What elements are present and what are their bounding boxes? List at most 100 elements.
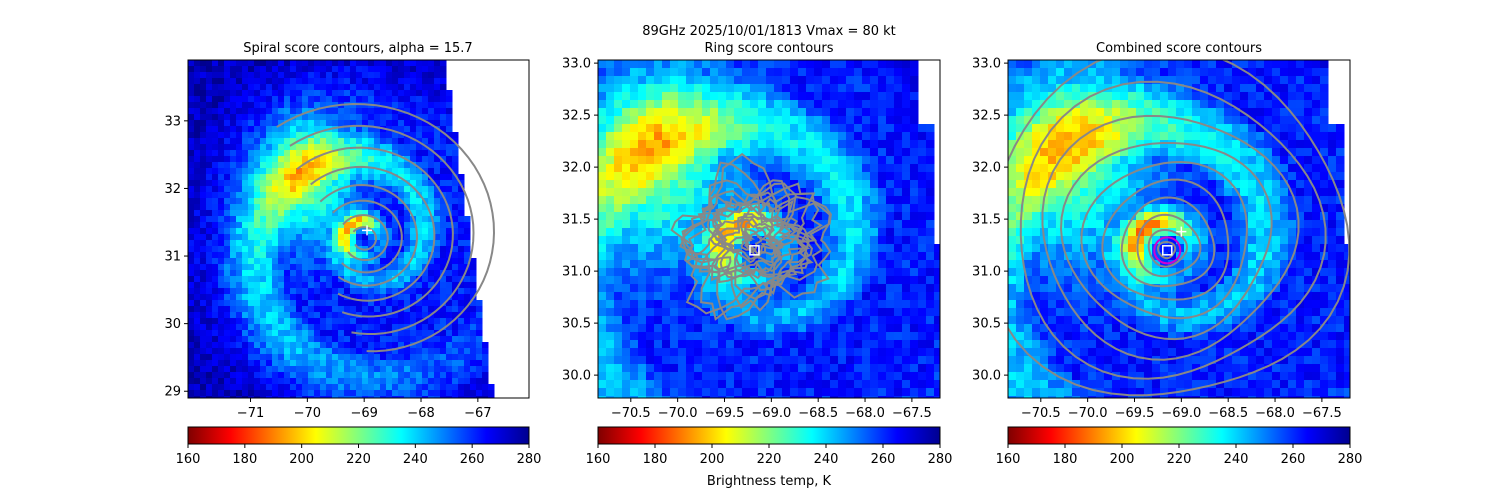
- pixel: [308, 384, 315, 391]
- pixel: [1032, 220, 1041, 229]
- pixel: [910, 284, 919, 293]
- pixel: [918, 180, 927, 189]
- pixel: [830, 196, 839, 205]
- pixel: [1024, 268, 1033, 277]
- pixel: [194, 228, 201, 235]
- pixel: [230, 102, 237, 109]
- pixel: [296, 162, 303, 169]
- pixel: [386, 108, 393, 115]
- pixel: [206, 252, 213, 259]
- pixel: [236, 72, 243, 79]
- pixel: [206, 330, 213, 337]
- pixel: [910, 148, 919, 157]
- pixel: [422, 246, 429, 253]
- pixel: [284, 390, 291, 397]
- pixel: [774, 148, 783, 157]
- pixel: [638, 324, 647, 333]
- pixel: [254, 192, 261, 199]
- pixel: [710, 108, 719, 117]
- pixel: [260, 156, 267, 163]
- pixel: [846, 60, 855, 69]
- pixel: [902, 252, 911, 261]
- pixel: [302, 156, 309, 163]
- pixel: [894, 292, 903, 301]
- pixel: [452, 270, 459, 277]
- pixel: [886, 92, 895, 101]
- pixel: [926, 324, 935, 333]
- pixel: [344, 318, 351, 325]
- pixel: [422, 318, 429, 325]
- pixel: [380, 96, 387, 103]
- pixel: [606, 300, 615, 309]
- pixel: [206, 210, 213, 217]
- pixel: [350, 126, 357, 133]
- pixel: [1064, 340, 1073, 349]
- pixel: [296, 144, 303, 151]
- pixel: [236, 246, 243, 253]
- pixel: [236, 264, 243, 271]
- pixel: [344, 246, 351, 253]
- pixel: [726, 108, 735, 117]
- pixel: [694, 268, 703, 277]
- pixel: [338, 258, 345, 265]
- pixel: [188, 378, 195, 385]
- pixel: [404, 96, 411, 103]
- pixel: [314, 378, 321, 385]
- pixel: [918, 380, 927, 389]
- pixel: [272, 372, 279, 379]
- pixel: [726, 324, 735, 333]
- pixel: [458, 300, 465, 307]
- pixel: [670, 340, 679, 349]
- pixel: [766, 220, 775, 229]
- pixel: [434, 360, 441, 367]
- pixel: [248, 360, 255, 367]
- pixel: [260, 60, 267, 67]
- pixel: [918, 276, 927, 285]
- pixel: [734, 332, 743, 341]
- pixel: [662, 108, 671, 117]
- pixel: [200, 114, 207, 121]
- pixel: [278, 204, 285, 211]
- pixel: [386, 162, 393, 169]
- pixel: [362, 396, 369, 398]
- pixel: [206, 66, 213, 73]
- pixel: [452, 336, 459, 343]
- pixel: [200, 306, 207, 313]
- pixel: [422, 60, 429, 67]
- pixel: [734, 316, 743, 325]
- pixel: [434, 294, 441, 301]
- pixel: [446, 126, 453, 133]
- pixel: [212, 258, 219, 265]
- pixel: [338, 96, 345, 103]
- pixel: [260, 234, 267, 241]
- pixel: [320, 324, 327, 331]
- pixel: [1072, 68, 1081, 77]
- pixel: [670, 332, 679, 341]
- pixel: [452, 390, 459, 397]
- pixel: [870, 204, 879, 213]
- pixel: [332, 96, 339, 103]
- pixel: [742, 76, 751, 85]
- pixel: [434, 198, 441, 205]
- pixel: [260, 114, 267, 121]
- pixel: [830, 212, 839, 221]
- pixel: [910, 68, 919, 77]
- pixel: [734, 76, 743, 85]
- pixel: [726, 340, 735, 349]
- pixel: [302, 384, 309, 391]
- pixel: [774, 292, 783, 301]
- pixel: [386, 102, 393, 109]
- pixel: [598, 180, 607, 189]
- pixel: [362, 174, 369, 181]
- pixel: [428, 300, 435, 307]
- pixel: [374, 306, 381, 313]
- pixel: [194, 384, 201, 391]
- pixel: [296, 198, 303, 205]
- pixel: [434, 228, 441, 235]
- pixel: [410, 66, 417, 73]
- pixel: [846, 356, 855, 365]
- pixel: [464, 234, 471, 241]
- pixel: [1024, 228, 1033, 237]
- pixel: [878, 68, 887, 77]
- pixel: [1008, 308, 1017, 317]
